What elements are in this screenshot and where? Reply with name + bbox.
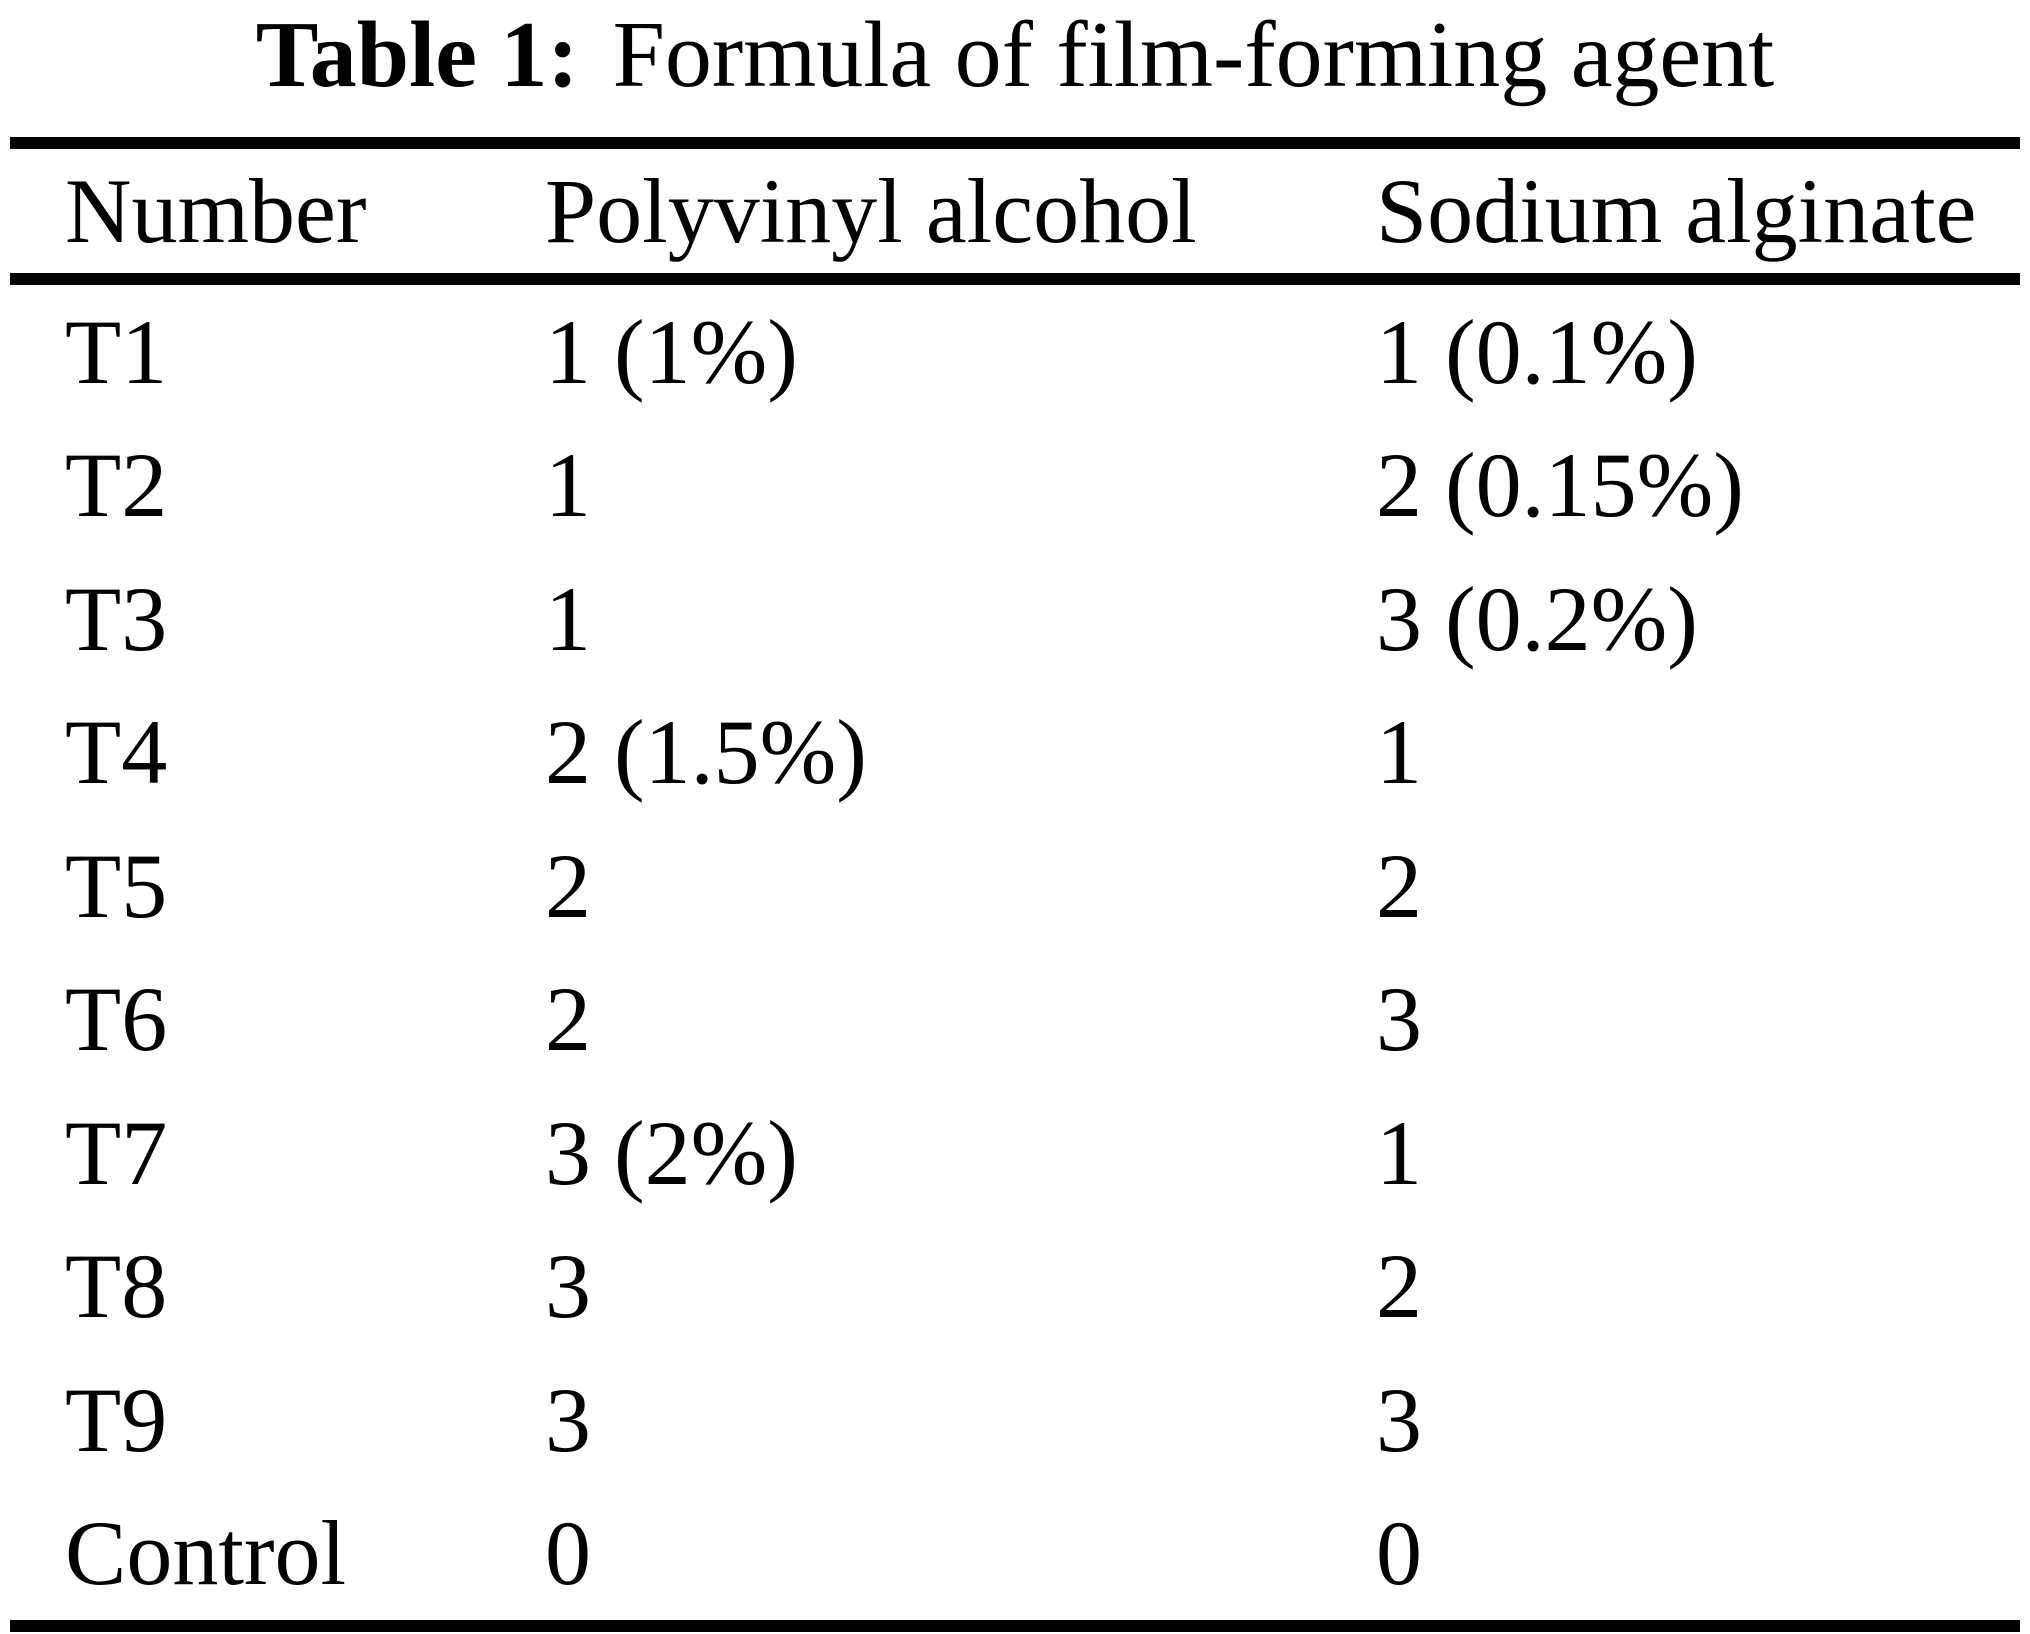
cell-sodium-alginate: 1 [1376,701,1422,804]
cell-polyvinyl-alcohol: 3 [545,1235,591,1338]
cell-sodium-alginate: 3 [1376,1368,1422,1471]
table-header-row: Number Polyvinyl alcohol Sodium alginate [10,149,2020,285]
formula-table: Number Polyvinyl alcohol Sodium alginate… [10,137,2020,1632]
cell-number: T5 [65,834,168,937]
cell-number: T7 [65,1101,168,1204]
table-row: T9 3 3 [10,1353,2020,1487]
cell-number: T9 [65,1368,168,1471]
table-row: T2 1 2 (0.15%) [10,419,2020,553]
cell-sodium-alginate: 2 [1376,834,1422,937]
cell-sodium-alginate: 2 (0.15%) [1376,434,1744,537]
table-caption-text: Formula of film-forming agent [612,3,1775,107]
cell-sodium-alginate: 1 [1376,1101,1422,1204]
cell-polyvinyl-alcohol: 3 [545,1368,591,1471]
table-row: T6 2 3 [10,953,2020,1087]
table-row: T4 2 (1.5%) 1 [10,686,2020,820]
cell-sodium-alginate: 0 [1376,1502,1422,1605]
table-row: T8 3 2 [10,1220,2020,1354]
cell-sodium-alginate: 2 [1376,1235,1422,1338]
table-row: T1 1 (1%) 1 (0.1%) [10,285,2020,419]
column-header-number: Number [65,160,367,262]
cell-polyvinyl-alcohol: 1 (1%) [545,300,798,403]
table-body: T1 1 (1%) 1 (0.1%) T2 1 2 (0.15%) T3 1 3 (0.2%) T… [10,285,2020,1620]
table-row: Control 0 0 [10,1487,2020,1621]
column-header-polyvinyl-alcohol: Polyvinyl alcohol [545,160,1197,262]
cell-polyvinyl-alcohol: 1 [545,434,591,537]
cell-polyvinyl-alcohol: 2 [545,834,591,937]
table-row: T3 1 3 (0.2%) [10,552,2020,686]
cell-number: T8 [65,1235,168,1338]
cell-number: Control [65,1502,347,1605]
cell-polyvinyl-alcohol: 3 (2%) [545,1101,798,1204]
table-caption: Table 1: Formula of film-forming agent [0,0,2030,116]
cell-polyvinyl-alcohol: 1 [545,567,591,670]
cell-polyvinyl-alcohol: 2 (1.5%) [545,701,867,804]
cell-number: T1 [65,300,168,403]
cell-sodium-alginate: 1 (0.1%) [1376,300,1698,403]
cell-number: T2 [65,434,168,537]
cell-polyvinyl-alcohol: 2 [545,968,591,1071]
column-header-sodium-alginate: Sodium alginate [1376,160,1977,262]
cell-number: T6 [65,968,168,1071]
table-row: T5 2 2 [10,819,2020,953]
table-row: T7 3 (2%) 1 [10,1086,2020,1220]
cell-polyvinyl-alcohol: 0 [545,1502,591,1605]
cell-sodium-alginate: 3 (0.2%) [1376,567,1698,670]
cell-number: T4 [65,701,168,804]
table-caption-label: Table 1: [255,3,579,107]
cell-sodium-alginate: 3 [1376,968,1422,1071]
cell-number: T3 [65,567,168,670]
